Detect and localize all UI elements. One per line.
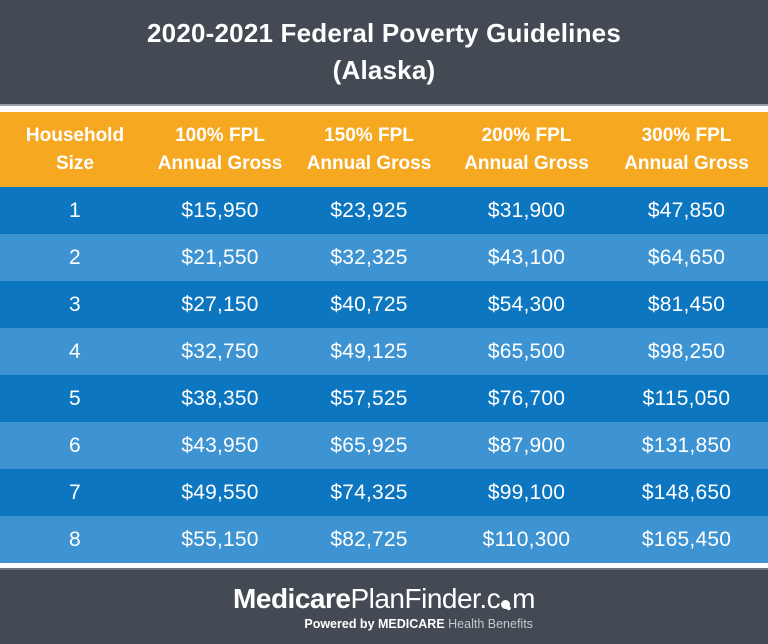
fpl-200-cell: $87,900: [487, 433, 566, 457]
header-line: Annual Gross: [157, 152, 283, 174]
table-row: 2 $21,550 $32,325 $43,100 $64,650: [0, 234, 768, 281]
logo-m-text: m: [512, 583, 535, 614]
header-household-size: Household Size: [0, 112, 150, 187]
fpl-150-cell: $40,725: [330, 292, 408, 316]
fpl-150-cell: $49,125: [330, 339, 408, 363]
table-row: 8 $55,150 $82,725 $110,300 $165,450: [0, 516, 768, 563]
fpl-100-cell: $27,150: [181, 292, 259, 316]
household-size-cell: 1: [69, 198, 81, 222]
logo-dot-c-text: .c: [479, 583, 501, 614]
fpl-100-cell: $15,950: [181, 198, 259, 222]
divider-top: [0, 104, 768, 112]
logo-tagline: Powered by MEDICARE Health Benefits: [304, 616, 533, 632]
fpl-300-cell: $81,450: [647, 292, 726, 316]
divider-bottom: [0, 563, 768, 570]
header-line: Size: [55, 152, 95, 174]
tagline-health-benefits: Health Benefits: [448, 617, 533, 631]
fpl-150-cell: $74,325: [330, 480, 408, 504]
fpl-300-cell: $47,850: [647, 198, 726, 222]
header-line: Annual Gross: [306, 152, 432, 174]
title-line-1: 2020-2021 Federal Poverty Guidelines: [147, 18, 621, 48]
fpl-200-cell: $76,700: [487, 386, 566, 410]
fpl-100-cell: $21,550: [181, 245, 259, 269]
magnifier-icon: [501, 600, 511, 609]
fpl-100-cell: $55,150: [181, 527, 259, 551]
table-row: 4 $32,750 $49,125 $65,500 $98,250: [0, 328, 768, 375]
header-line: 200% FPL: [481, 124, 572, 146]
fpl-100-cell: $43,950: [181, 433, 259, 457]
fpl-100-cell: $49,550: [181, 480, 259, 504]
table-header-row: Household Size 100% FPL Annual Gross 150…: [0, 112, 768, 187]
header-line: 300% FPL: [641, 124, 732, 146]
logo-medicare-text: Medicare: [233, 583, 351, 614]
medicare-plan-finder-logo: MedicarePlanFinder.c m Powered by MEDICAR…: [233, 584, 535, 632]
fpl-150-cell: $82,725: [330, 527, 408, 551]
header-fpl-150: 150% FPL Annual Gross: [290, 112, 448, 187]
fpl-100-cell: $32,750: [181, 339, 259, 363]
household-size-cell: 8: [69, 527, 81, 551]
fpl-200-cell: $31,900: [487, 198, 566, 222]
fpl-200-cell: $110,300: [482, 527, 571, 551]
header-line: 100% FPL: [175, 124, 265, 146]
household-size-cell: 3: [69, 292, 81, 316]
table-row: 5 $38,350 $57,525 $76,700 $115,050: [0, 375, 768, 422]
fpl-300-cell: $115,050: [642, 386, 731, 410]
fpl-200-cell: $43,100: [487, 245, 566, 269]
header-fpl-200: 200% FPL Annual Gross: [448, 112, 605, 187]
fpl-300-cell: $64,650: [647, 245, 726, 269]
fpl-150-cell: $32,325: [330, 245, 408, 269]
header-line: 150% FPL: [324, 124, 414, 146]
logo-planfinder-text: PlanFinder: [350, 583, 480, 614]
fpl-150-cell: $65,925: [330, 433, 408, 457]
title-line-2: (Alaska): [332, 55, 436, 85]
table-row: 1 $15,950 $23,925 $31,900 $47,850: [0, 187, 768, 234]
fpl-200-cell: $99,100: [487, 480, 566, 504]
fpl-300-cell: $131,850: [641, 433, 732, 457]
logo-wordmark: MedicarePlanFinder.c m: [233, 584, 535, 614]
household-size-cell: 7: [69, 480, 81, 504]
household-size-cell: 5: [69, 386, 81, 410]
tagline-powered-by: Powered by MEDICARE: [304, 617, 445, 631]
footer: MedicarePlanFinder.c m Powered by MEDICAR…: [0, 570, 768, 644]
table-row: 3 $27,150 $40,725 $54,300 $81,450: [0, 281, 768, 328]
header-line: Annual Gross: [624, 152, 749, 174]
header-line: Annual Gross: [464, 152, 589, 174]
header-line: Household: [25, 124, 125, 146]
household-size-cell: 6: [69, 433, 81, 457]
fpl-300-cell: $165,450: [641, 527, 732, 551]
fpl-300-cell: $148,650: [641, 480, 732, 504]
fpl-200-cell: $54,300: [487, 292, 566, 316]
header-fpl-100: 100% FPL Annual Gross: [150, 112, 290, 187]
fpl-300-cell: $98,250: [647, 339, 726, 363]
household-size-cell: 4: [69, 339, 81, 363]
fpl-150-cell: $57,525: [330, 386, 408, 410]
household-size-cell: 2: [69, 245, 81, 269]
fpl-150-cell: $23,925: [330, 198, 408, 222]
fpl-200-cell: $65,500: [487, 339, 566, 363]
poverty-table: Household Size 100% FPL Annual Gross 150…: [0, 112, 768, 563]
table-row: 6 $43,950 $65,925 $87,900 $131,850: [0, 422, 768, 469]
table-row: 7 $49,550 $74,325 $99,100 $148,650: [0, 469, 768, 516]
page-title: 2020-2021 Federal Poverty Guidelines (Al…: [0, 0, 768, 104]
header-fpl-300: 300% FPL Annual Gross: [605, 112, 768, 187]
fpl-100-cell: $38,350: [181, 386, 259, 410]
